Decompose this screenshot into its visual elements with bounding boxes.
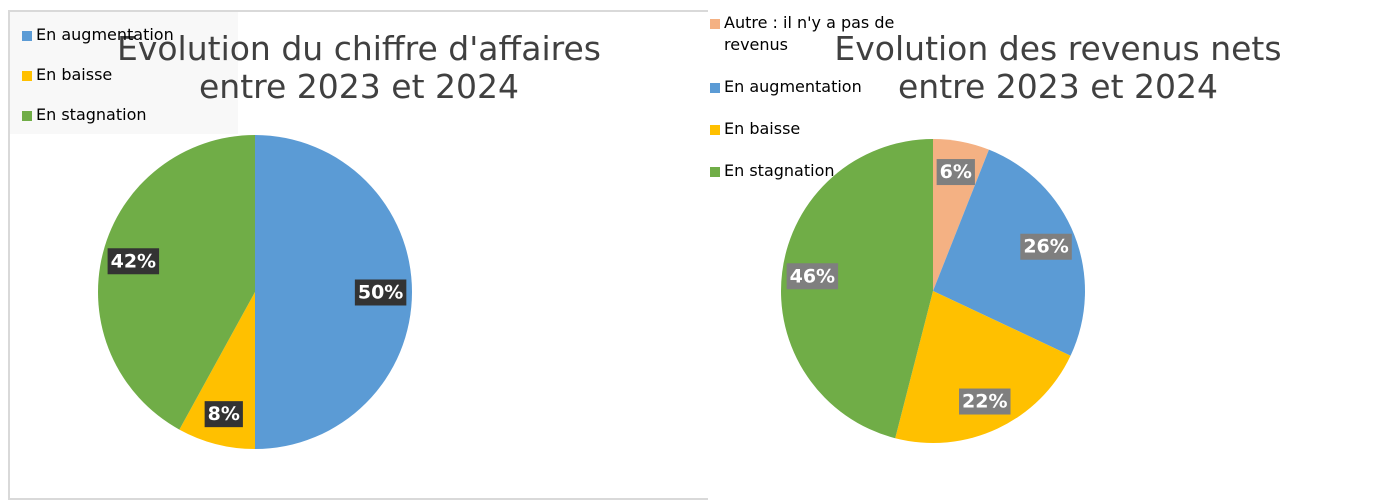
pie-chart: 6% 26% 22% 46%: [780, 139, 1085, 443]
data-label: 26%: [1023, 236, 1068, 258]
pie-slice: [98, 135, 255, 430]
chart-panel: Evolution du chiffre d'affaires entre 20…: [8, 10, 710, 500]
page: Evolution du chiffre d'affaires entre 20…: [8, 10, 1282, 500]
pie-chart: 50% 8% 42%: [98, 135, 412, 450]
legend-swatch: [710, 83, 720, 93]
legend-item: En stagnation: [710, 160, 950, 182]
data-label: 6%: [940, 161, 972, 183]
pie-slice: [933, 149, 1085, 356]
legend-item: En baisse: [710, 118, 950, 140]
pie-slice: [255, 135, 412, 449]
chart-panel: Evolution des revenus nets entre 2023 et…: [708, 10, 1397, 500]
pie-slice: [780, 139, 933, 439]
legend-item: En baisse: [22, 64, 238, 86]
legend-item: En augmentation: [710, 76, 950, 98]
legend: En augmentation En baisse En stagnation: [10, 12, 238, 134]
legend-swatch: [710, 167, 720, 177]
legend-swatch: [710, 125, 720, 135]
data-label: 22%: [962, 391, 1007, 413]
data-label: 8%: [208, 403, 240, 425]
legend-label: En stagnation: [36, 105, 147, 124]
legend-item: Autre : il n'y a pas de revenus: [710, 12, 950, 56]
data-label: 50%: [358, 282, 403, 304]
legend: Autre : il n'y a pas de revenus En augmen…: [710, 12, 950, 242]
legend-swatch: [22, 71, 32, 81]
legend-label: En baisse: [36, 65, 113, 84]
data-label-bg: [959, 388, 1011, 415]
data-label-bg: [354, 279, 407, 306]
data-label-bg: [786, 263, 839, 290]
data-label-bg: [204, 401, 243, 428]
legend-swatch: [710, 19, 720, 29]
data-label-bg: [1020, 233, 1072, 260]
chart-title: Evolution du chiffre d'affaires entre 20…: [116, 29, 601, 106]
legend-swatch: [22, 111, 32, 121]
legend-label: En augmentation: [724, 77, 862, 96]
legend-label: En baisse: [724, 119, 801, 138]
legend-label: En augmentation: [36, 25, 174, 44]
data-label: 42%: [111, 250, 156, 272]
pie-slice: [895, 291, 1071, 443]
legend-swatch: [22, 31, 32, 41]
data-label-bg: [936, 159, 975, 186]
legend-item: En stagnation: [22, 104, 238, 126]
legend-label: En stagnation: [724, 161, 835, 180]
chart-title: Evolution des revenus nets entre 2023 et…: [834, 29, 1282, 106]
legend-item: En augmentation: [22, 24, 238, 46]
legend-label: Autre : il n'y a pas de revenus: [724, 13, 895, 54]
data-label-bg: [107, 248, 160, 275]
data-label: 46%: [790, 265, 835, 287]
